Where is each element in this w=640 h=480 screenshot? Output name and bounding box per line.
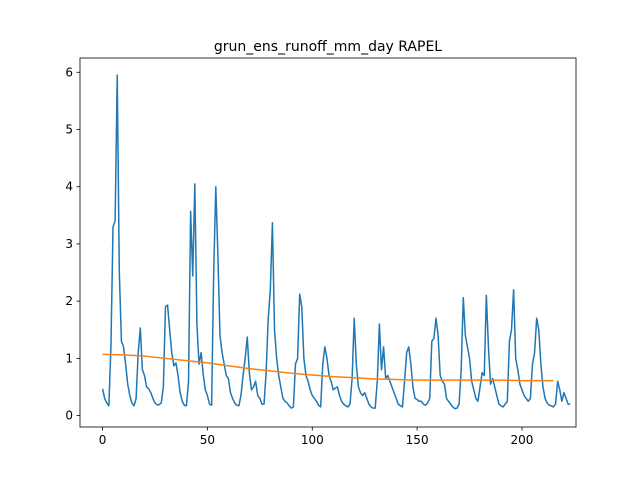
y-tick-label: 4 xyxy=(65,180,73,194)
y-tick-label: 6 xyxy=(65,65,73,79)
y-tick-label: 2 xyxy=(65,294,73,308)
y-tick-label: 0 xyxy=(65,409,73,423)
x-tick-label: 0 xyxy=(99,433,107,447)
chart-title: grun_ens_runoff_mm_day RAPEL xyxy=(214,39,442,55)
trend-series-line xyxy=(102,353,554,382)
y-tick-label: 5 xyxy=(65,123,73,137)
plot-frame xyxy=(79,57,577,428)
y-tick-label: 1 xyxy=(65,351,73,365)
x-tick-label: 200 xyxy=(511,433,534,447)
x-tick-label: 100 xyxy=(301,433,324,447)
x-tick-label: 150 xyxy=(406,433,429,447)
series-layer xyxy=(101,74,571,410)
axis-ticks: 0 50 100 150 200 0 1 2 3 4 5 6 xyxy=(65,65,533,447)
y-tick-label: 3 xyxy=(65,237,73,251)
x-tick-label: 50 xyxy=(200,433,215,447)
runoff-series-line xyxy=(101,74,571,410)
